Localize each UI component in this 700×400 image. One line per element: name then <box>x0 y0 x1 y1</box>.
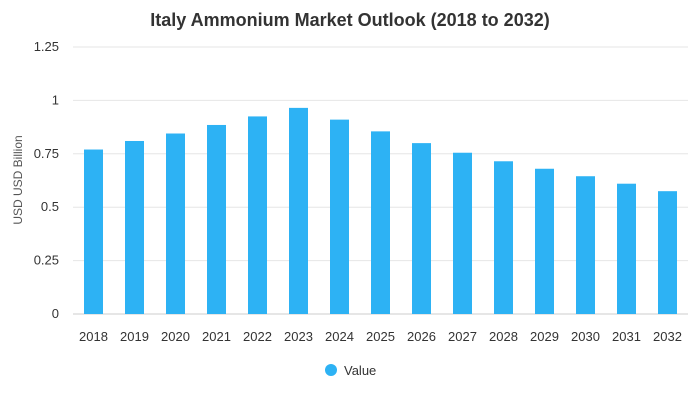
x-tick-label: 2028 <box>489 329 518 344</box>
bar-2031[interactable] <box>617 183 636 314</box>
bar-2028[interactable] <box>494 161 513 314</box>
x-tick-label: 2027 <box>448 329 477 344</box>
bar-2022[interactable] <box>248 116 267 314</box>
bar-2021[interactable] <box>207 124 226 315</box>
bar-2020[interactable] <box>166 133 185 314</box>
y-tick-label: 0 <box>52 306 59 321</box>
x-tick-label: 2030 <box>571 329 600 344</box>
bar-2024[interactable] <box>330 119 349 315</box>
x-tick-label: 2018 <box>79 329 108 344</box>
y-tick-label: 0.5 <box>41 199 59 214</box>
x-tick-label: 2026 <box>407 329 436 344</box>
legend[interactable]: Value <box>325 363 376 378</box>
legend-swatch-value <box>325 364 337 376</box>
y-axis-ticks: 0 0.25 0.5 0.75 1 1.25 <box>34 39 59 321</box>
chart-title: Italy Ammonium Market Outlook (2018 to 2… <box>150 10 549 30</box>
y-tick-label: 1 <box>52 92 59 107</box>
y-axis-label: USD USD Billion <box>11 135 25 224</box>
bar-2029[interactable] <box>535 168 554 314</box>
bar-2030[interactable] <box>576 176 595 314</box>
x-tick-label: 2031 <box>612 329 641 344</box>
x-tick-label: 2029 <box>530 329 559 344</box>
x-tick-label: 2025 <box>366 329 395 344</box>
bar-2026[interactable] <box>412 143 431 314</box>
y-tick-label: 1.25 <box>34 39 59 54</box>
legend-label-value: Value <box>344 363 376 378</box>
x-tick-label: 2032 <box>653 329 682 344</box>
x-tick-label: 2024 <box>325 329 354 344</box>
x-tick-label: 2021 <box>202 329 231 344</box>
bar-2027[interactable] <box>453 152 472 314</box>
bars <box>84 107 677 315</box>
bar-2025[interactable] <box>371 131 390 314</box>
y-tick-label: 0.75 <box>34 146 59 161</box>
bar-2019[interactable] <box>125 140 144 314</box>
x-axis-ticks: 2018 2019 2020 2021 2022 2023 2024 2025 2026 2027… <box>79 329 682 344</box>
bar-2018[interactable] <box>84 149 103 314</box>
x-tick-label: 2020 <box>161 329 190 344</box>
x-tick-label: 2023 <box>284 329 313 344</box>
x-tick-label: 2022 <box>243 329 272 344</box>
bar-2023[interactable] <box>289 107 308 314</box>
x-tick-label: 2019 <box>120 329 149 344</box>
y-tick-label: 0.25 <box>34 253 59 268</box>
bar-2032[interactable] <box>658 191 677 314</box>
